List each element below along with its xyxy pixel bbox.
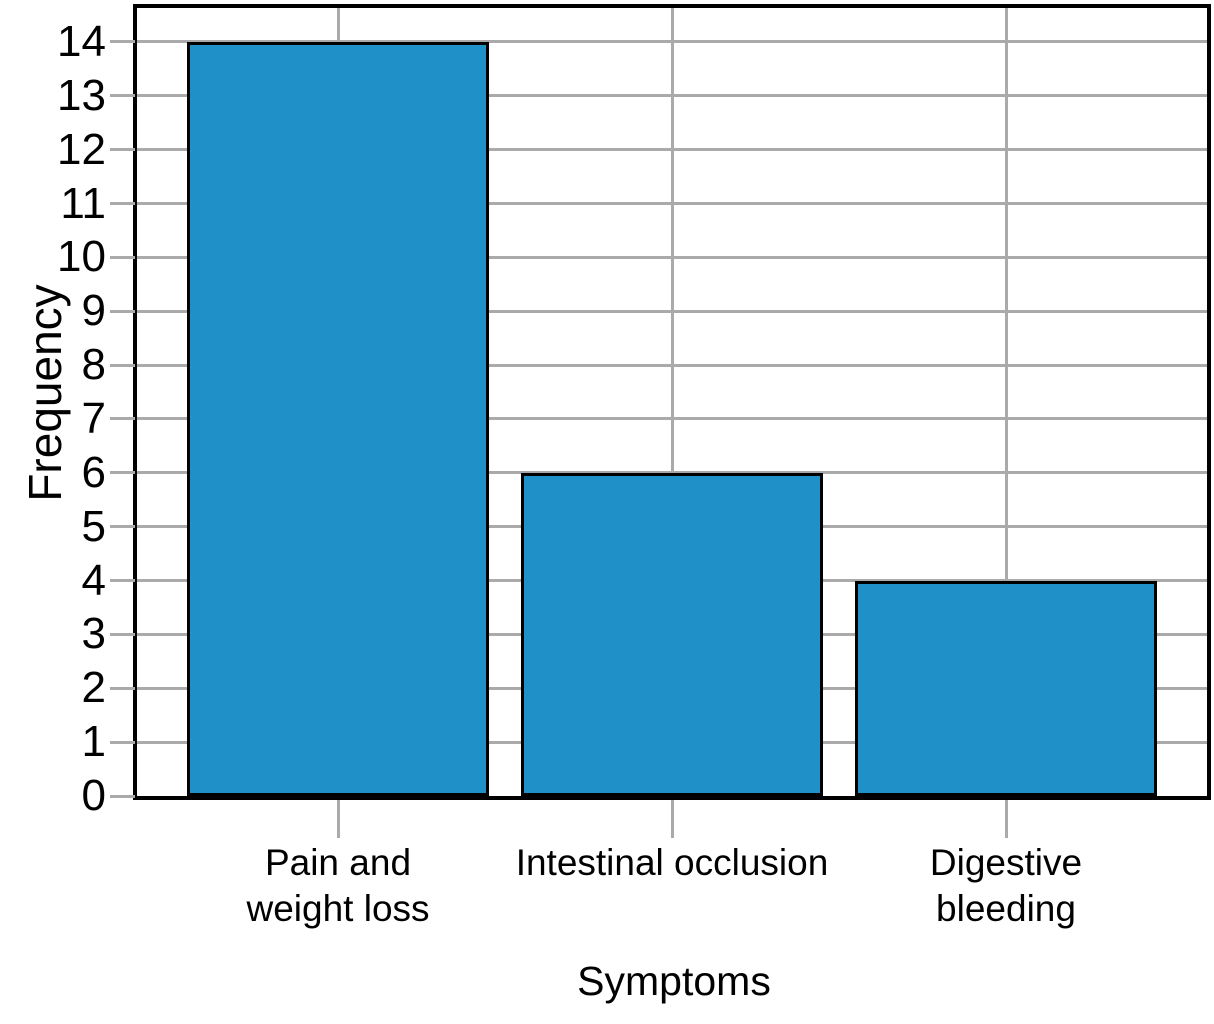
bar-intestinal-occlusion [521, 472, 823, 796]
y-tick-label: 14 [57, 16, 106, 66]
y-tick-label: 6 [81, 447, 106, 497]
y-tick-mark [110, 417, 135, 421]
y-tick-mark [110, 686, 135, 690]
y-tick-mark [110, 94, 135, 98]
y-tick-label: 12 [57, 124, 106, 174]
y-tick-mark [110, 40, 135, 44]
y-tick-mark [110, 525, 135, 529]
gridline-vertical [1004, 8, 1008, 796]
y-tick-label: 3 [81, 609, 106, 659]
plot-area [133, 4, 1211, 800]
y-tick-label: 5 [81, 501, 106, 551]
y-tick-label: 13 [57, 70, 106, 120]
y-tick-label: 7 [81, 393, 106, 443]
gridline-vertical [670, 8, 674, 796]
y-tick-label: 8 [81, 340, 106, 390]
x-tick-label: Digestive bleeding [929, 842, 1083, 930]
y-tick-mark [110, 579, 135, 583]
y-tick-mark [110, 202, 135, 206]
y-tick-mark [110, 632, 135, 636]
x-axis-title: Symptoms [577, 958, 771, 1004]
y-tick-mark [110, 148, 135, 152]
x-tick-mark [336, 800, 340, 838]
bar-digestive-bleeding [855, 580, 1157, 796]
y-tick-mark [110, 255, 135, 259]
y-tick-label: 11 [60, 178, 106, 228]
y-tick-label: 0 [81, 771, 106, 820]
x-tick-mark [670, 800, 674, 838]
y-tick-mark [110, 740, 135, 744]
y-tick-label: 2 [81, 663, 106, 713]
y-tick-label: 4 [81, 555, 106, 605]
x-tick-mark [1004, 800, 1008, 838]
y-tick-mark [110, 363, 135, 367]
y-tick-mark [110, 794, 135, 798]
y-tick-label: 9 [81, 286, 106, 336]
bar-pain-and-weight-loss [187, 41, 489, 796]
y-tick-label: 1 [81, 717, 106, 767]
x-tick-label: Pain and weight loss [246, 842, 430, 930]
y-tick-label: 10 [57, 232, 106, 282]
y-tick-mark [110, 309, 135, 313]
x-tick-label: Intestinal occlusion [515, 842, 829, 883]
y-tick-mark [110, 471, 135, 475]
